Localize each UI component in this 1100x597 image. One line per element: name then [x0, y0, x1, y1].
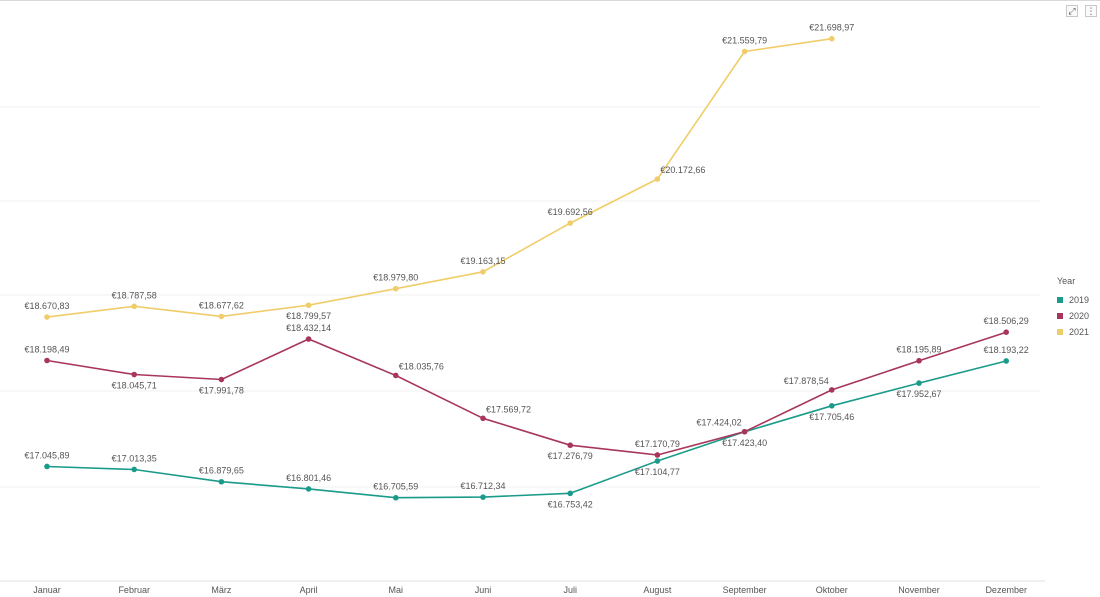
- data-point-2020-2[interactable]: [218, 376, 225, 383]
- series-line-2019: [46, 360, 1007, 499]
- data-label-2019-9: €17.705,46: [809, 412, 854, 422]
- data-point-2020-11[interactable]: [1003, 329, 1009, 335]
- data-label-2020-11: €18.506,29: [984, 316, 1029, 326]
- data-point-2021-7[interactable]: [654, 176, 661, 182]
- data-label-2020-6: €17.276,79: [548, 451, 593, 461]
- data-point-2019-1[interactable]: [131, 466, 137, 473]
- legend-title: Year: [1057, 276, 1076, 286]
- data-point-2021-1[interactable]: [131, 303, 137, 310]
- data-point-2020-0[interactable]: [44, 357, 50, 364]
- x-tick-label-4: Mai: [389, 585, 404, 595]
- data-label-2019-6: €16.753,42: [548, 499, 593, 509]
- x-tick-label-9: Oktober: [816, 585, 848, 595]
- data-point-2019-3[interactable]: [305, 486, 312, 492]
- legend-label-2020: 2020: [1069, 311, 1090, 321]
- data-label-2020-8: €17.424,02: [697, 418, 742, 428]
- data-label-2021-3: €18.799,57: [286, 311, 331, 321]
- data-label-2021-4: €18.979,80: [373, 273, 418, 283]
- x-tick-label-3: April: [300, 585, 318, 595]
- data-point-2020-6[interactable]: [567, 442, 573, 449]
- data-label-2019-1: €17.013,35: [112, 453, 157, 463]
- legend-swatch-2021: [1057, 329, 1063, 335]
- data-label-2021-2: €18.677,62: [199, 300, 244, 310]
- data-point-2019-10[interactable]: [916, 380, 922, 386]
- data-point-2019-6[interactable]: [567, 490, 573, 497]
- data-point-2021-8[interactable]: [741, 48, 748, 55]
- data-label-2019-3: €16.801,46: [286, 473, 331, 483]
- x-tick-label-6: Juli: [563, 585, 577, 595]
- data-label-2019-10: €17.952,67: [896, 389, 941, 399]
- data-point-2020-10[interactable]: [916, 357, 922, 364]
- data-point-2020-1[interactable]: [131, 371, 137, 378]
- data-point-2020-7[interactable]: [654, 452, 661, 458]
- legend-item-2019[interactable]: 2019: [1057, 292, 1089, 308]
- data-point-2020-9[interactable]: [829, 387, 835, 393]
- data-label-2020-10: €18.195,89: [896, 345, 941, 355]
- data-point-2020-4[interactable]: [393, 372, 399, 379]
- data-label-2021-0: €18.670,83: [24, 301, 69, 311]
- data-point-2019-9[interactable]: [829, 403, 835, 409]
- legend: Year 2019 2020 2021: [1057, 276, 1089, 340]
- data-label-2019-4: €16.705,59: [373, 482, 418, 492]
- data-label-2020-4: €18.035,76: [399, 361, 444, 371]
- data-label-2020-5: €17.569,72: [486, 404, 531, 414]
- x-tick-label-1: Februar: [118, 585, 150, 595]
- legend-item-2020[interactable]: 2020: [1057, 308, 1089, 324]
- data-point-2020-5[interactable]: [480, 415, 486, 422]
- legend-item-2021[interactable]: 2021: [1057, 324, 1089, 340]
- data-label-2020-3: €18.432,14: [286, 323, 331, 333]
- legend-swatch-2019: [1057, 297, 1063, 303]
- x-tick-label-7: August: [643, 585, 672, 595]
- data-point-2019-11[interactable]: [1003, 358, 1009, 364]
- data-label-2021-9: €21.698,97: [809, 23, 854, 33]
- data-label-2019-8: €17.423,40: [722, 438, 767, 448]
- data-point-2021-5[interactable]: [480, 269, 486, 275]
- x-tick-label-11: Dezember: [985, 585, 1027, 595]
- data-point-2019-7[interactable]: [654, 458, 661, 464]
- data-label-2020-9: €17.878,54: [784, 376, 829, 386]
- series-line-2020: [46, 331, 1007, 456]
- data-point-2019-2[interactable]: [218, 478, 225, 485]
- data-label-2020-2: €17.991,78: [199, 385, 244, 395]
- data-label-2021-6: €19.692,56: [548, 207, 593, 217]
- data-point-2021-3[interactable]: [305, 302, 312, 309]
- data-point-2020-3[interactable]: [305, 336, 312, 342]
- data-label-2021-7: €20.172,66: [660, 165, 705, 175]
- x-tick-label-2: März: [211, 585, 231, 595]
- x-tick-label-10: November: [898, 585, 940, 595]
- data-label-2019-2: €16.879,65: [199, 466, 244, 476]
- data-point-2020-8[interactable]: [741, 428, 748, 435]
- data-label-2021-5: €19.163,15: [460, 256, 505, 266]
- data-label-2021-1: €18.787,58: [112, 290, 157, 300]
- data-point-2019-4[interactable]: [393, 494, 399, 501]
- series-line-2021: [46, 37, 832, 318]
- data-label-2019-0: €17.045,89: [24, 450, 69, 460]
- x-tick-label-0: Januar: [33, 585, 61, 595]
- x-tick-label-8: September: [723, 585, 767, 595]
- data-point-2021-9[interactable]: [829, 35, 835, 42]
- data-point-2021-4[interactable]: [393, 285, 399, 292]
- data-point-2021-6[interactable]: [567, 220, 573, 226]
- expand-icon[interactable]: ⤢: [1066, 5, 1078, 17]
- data-point-2019-0[interactable]: [44, 463, 50, 470]
- data-label-2021-8: €21.559,79: [722, 35, 767, 45]
- data-label-2019-5: €16.712,34: [460, 481, 505, 491]
- data-label-2020-7: €17.170,79: [635, 439, 680, 449]
- x-tick-label-5: Juni: [475, 585, 492, 595]
- legend-label-2021: 2021: [1069, 327, 1090, 337]
- data-label-2019-7: €17.104,77: [635, 467, 680, 477]
- data-point-2019-5[interactable]: [480, 494, 486, 500]
- legend-swatch-2020: [1057, 313, 1063, 319]
- data-point-2021-2[interactable]: [218, 313, 225, 320]
- legend-label-2019: 2019: [1069, 295, 1090, 305]
- more-options-icon[interactable]: ⋮: [1085, 5, 1097, 17]
- data-label-2020-1: €18.045,71: [112, 381, 157, 391]
- data-label-2020-0: €18.198,49: [24, 344, 69, 354]
- data-label-2019-11: €18.193,22: [984, 345, 1029, 355]
- data-point-2021-0[interactable]: [44, 314, 50, 320]
